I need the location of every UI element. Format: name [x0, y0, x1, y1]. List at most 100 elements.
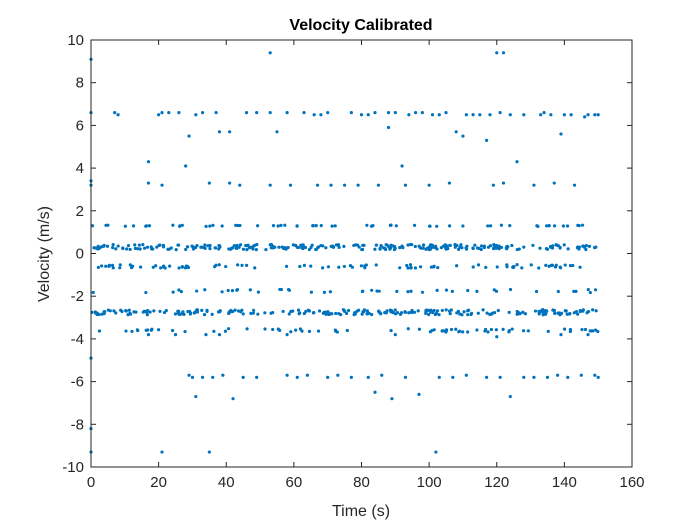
data-point	[427, 183, 431, 187]
data-point	[237, 245, 241, 249]
data-point	[448, 243, 452, 248]
data-point	[435, 309, 440, 313]
data-point	[494, 289, 499, 293]
data-point	[534, 289, 539, 294]
data-point	[187, 134, 191, 138]
data-point	[441, 329, 445, 333]
data-point	[162, 310, 167, 315]
data-point	[432, 328, 436, 332]
data-point	[529, 263, 533, 267]
data-point	[244, 243, 249, 248]
y-tick-label: -10	[62, 459, 84, 476]
data-point	[354, 243, 358, 247]
y-axis-label: Velocity (m/s)	[36, 206, 53, 302]
data-point	[362, 243, 366, 247]
data-point	[195, 289, 199, 293]
data-point	[314, 223, 318, 228]
data-point	[248, 288, 252, 292]
data-point	[166, 247, 170, 251]
data-point	[552, 224, 557, 228]
data-point	[532, 375, 536, 379]
data-point	[417, 244, 421, 248]
data-point	[309, 264, 313, 268]
data-point	[539, 113, 543, 117]
data-point	[124, 309, 128, 313]
data-point	[547, 224, 551, 228]
data-point	[220, 290, 224, 294]
data-point	[377, 289, 381, 293]
data-point	[142, 246, 147, 250]
data-point	[558, 265, 562, 269]
data-point	[576, 245, 580, 249]
data-point	[466, 288, 470, 293]
data-point	[546, 329, 550, 333]
data-point	[145, 312, 149, 317]
data-point	[398, 246, 402, 250]
data-point	[437, 375, 441, 379]
data-point	[386, 110, 391, 115]
data-point	[319, 113, 323, 117]
data-point	[488, 224, 493, 228]
data-point	[466, 330, 470, 334]
data-point	[145, 309, 149, 313]
data-point	[370, 288, 374, 292]
data-point	[238, 183, 242, 187]
data-point	[498, 110, 502, 115]
data-point	[158, 309, 162, 313]
data-point	[171, 290, 175, 294]
data-point	[144, 290, 148, 295]
data-point	[362, 309, 366, 314]
data-point	[256, 312, 260, 316]
data-point	[449, 308, 453, 312]
data-point	[544, 246, 549, 251]
data-point	[327, 312, 331, 317]
data-point	[322, 310, 326, 314]
data-point	[435, 224, 439, 228]
data-point	[424, 310, 428, 314]
data-point	[144, 224, 148, 228]
data-point	[217, 130, 222, 134]
data-point	[378, 247, 382, 251]
data-point	[393, 308, 397, 312]
data-point	[214, 110, 218, 115]
data-point	[231, 397, 235, 401]
data-point	[432, 264, 436, 268]
data-point	[255, 375, 259, 379]
data-point	[389, 223, 393, 227]
data-point	[146, 181, 151, 185]
data-point	[200, 110, 205, 115]
data-point	[337, 245, 341, 249]
data-point	[544, 263, 548, 267]
data-point	[542, 110, 546, 115]
data-point	[173, 333, 178, 337]
data-point	[342, 244, 346, 248]
data-point	[128, 263, 132, 267]
data-point	[329, 183, 333, 187]
data-point	[533, 309, 538, 313]
data-point	[275, 130, 279, 134]
data-point	[392, 247, 397, 252]
data-point	[437, 113, 441, 117]
data-point	[424, 247, 428, 251]
data-point	[389, 329, 393, 333]
data-point	[429, 265, 434, 269]
data-point	[482, 245, 486, 250]
data-point	[126, 244, 130, 248]
data-point	[238, 223, 242, 228]
data-point	[457, 247, 461, 251]
data-point	[160, 183, 164, 187]
data-point	[521, 310, 525, 314]
data-point	[475, 246, 480, 250]
data-point	[410, 310, 414, 315]
data-point	[244, 110, 249, 115]
data-point	[583, 327, 588, 332]
data-point	[465, 244, 469, 248]
data-point	[406, 243, 410, 247]
data-point	[585, 311, 589, 315]
data-point	[241, 312, 245, 316]
data-point	[448, 224, 452, 228]
data-point	[461, 330, 465, 334]
data-point	[520, 266, 524, 270]
data-point	[297, 312, 301, 316]
data-point	[348, 263, 353, 268]
